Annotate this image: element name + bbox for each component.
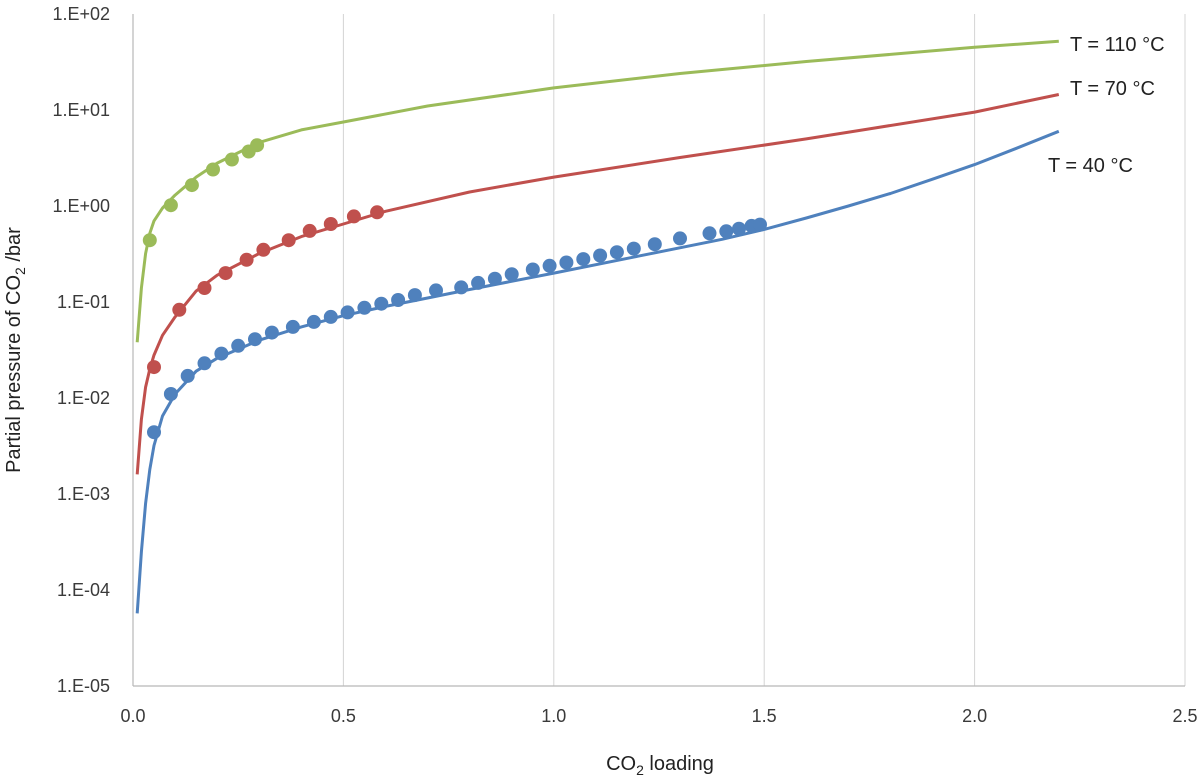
tick-labels: 0.0 0.5 1.0 1.5 2.0 2.5 1.E-05 1.E-04 1.E-03 1.E-… [52, 4, 1197, 726]
data-point [719, 224, 734, 239]
series-line [135, 129, 1060, 614]
x-tick-label: 2.0 [962, 706, 987, 726]
y-tick-label: 1.E+01 [52, 100, 110, 120]
data-point [374, 296, 389, 311]
data-point [231, 338, 246, 353]
data-point [306, 314, 321, 329]
series-label: T = 110 °C [1070, 34, 1165, 56]
data-point [673, 231, 687, 246]
data-point [248, 332, 262, 347]
gridlines [342, 14, 1186, 686]
data-point [184, 178, 199, 193]
data-point [147, 425, 161, 440]
axes [132, 14, 1185, 687]
y-tick-label: 1.E-05 [57, 676, 110, 696]
x-tick-label: 1.5 [752, 706, 777, 726]
data-point [647, 237, 662, 252]
y-tick-label: 1.E-02 [57, 388, 110, 408]
data-point [626, 241, 641, 256]
x-tick-label: 0.0 [120, 706, 145, 726]
y-tick-label: 1.E+02 [52, 4, 110, 24]
data-point [172, 302, 187, 317]
data-point [206, 162, 220, 177]
data-point [218, 266, 233, 281]
x-tick-label: 2.5 [1172, 706, 1197, 726]
data-point [285, 319, 300, 334]
data-point [239, 252, 254, 267]
data-point [732, 221, 746, 236]
series-line [135, 93, 1060, 475]
data-point [429, 283, 443, 298]
data-point [197, 281, 212, 295]
data-point [250, 138, 265, 153]
data-point [224, 152, 239, 167]
series-line [135, 39, 1059, 343]
data-point [407, 288, 422, 303]
data-point [281, 233, 296, 248]
data-point [163, 198, 178, 213]
data-point [504, 267, 519, 282]
data-point [471, 275, 486, 290]
data-point [323, 309, 338, 324]
data-point [702, 226, 717, 241]
y-axis-title: Partial pressure of CO2 /bar [3, 227, 28, 473]
y-tick-label: 1.E-01 [57, 292, 110, 312]
x-axis-title: CO2 loading [606, 753, 714, 776]
data-point [525, 262, 540, 277]
y-tick-label: 1.E+00 [52, 196, 110, 216]
y-tick-label: 1.E-04 [57, 580, 110, 600]
data-point [609, 245, 624, 260]
data-point [163, 387, 178, 401]
data-point [576, 252, 591, 267]
x-tick-label: 0.5 [331, 706, 356, 726]
x-tick-label: 1.0 [541, 706, 566, 726]
y-tick-label: 1.E-03 [57, 484, 110, 504]
data-point [197, 356, 212, 371]
series-label: T = 70 °C [1070, 78, 1155, 100]
data-point [323, 217, 338, 231]
data-point [180, 368, 195, 383]
data-point [264, 325, 279, 340]
data-point [214, 346, 229, 361]
data-point [391, 293, 406, 307]
data-point [542, 258, 557, 273]
data-point [370, 205, 385, 220]
data-point [340, 305, 355, 320]
series-points [142, 138, 767, 440]
data-point [593, 248, 608, 263]
series-labels: T = 110 °C T = 70 °C T = 40 °C [1048, 34, 1165, 177]
data-point [753, 217, 767, 232]
series-label: T = 40 °C [1048, 155, 1133, 177]
data-point [147, 360, 161, 375]
data-point [346, 209, 361, 224]
data-point [302, 223, 317, 238]
data-point [357, 300, 372, 315]
data-point [256, 242, 271, 257]
data-point [559, 255, 574, 270]
data-point [142, 233, 157, 248]
data-point [487, 271, 502, 286]
data-point [454, 280, 469, 295]
